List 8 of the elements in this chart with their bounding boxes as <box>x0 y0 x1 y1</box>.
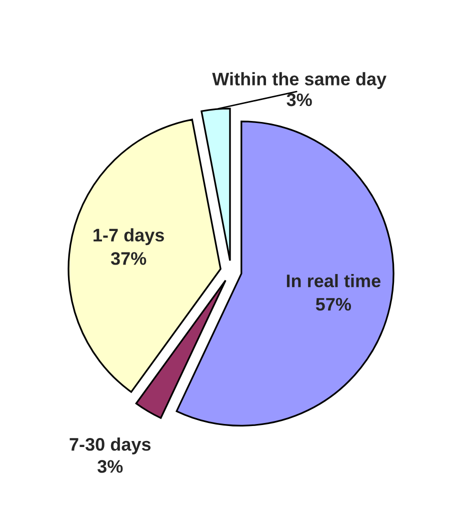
data-label: 57% <box>316 298 352 311</box>
slice-label: 1-7 days <box>94 228 164 246</box>
data-label: 3% <box>97 460 123 473</box>
slice-label: 7-30 days <box>70 438 151 454</box>
data-label: 3% <box>286 93 312 106</box>
slice-label: In real time <box>286 274 380 288</box>
data-label: 37% <box>110 252 146 265</box>
slice-label: Within the same day <box>212 72 386 90</box>
